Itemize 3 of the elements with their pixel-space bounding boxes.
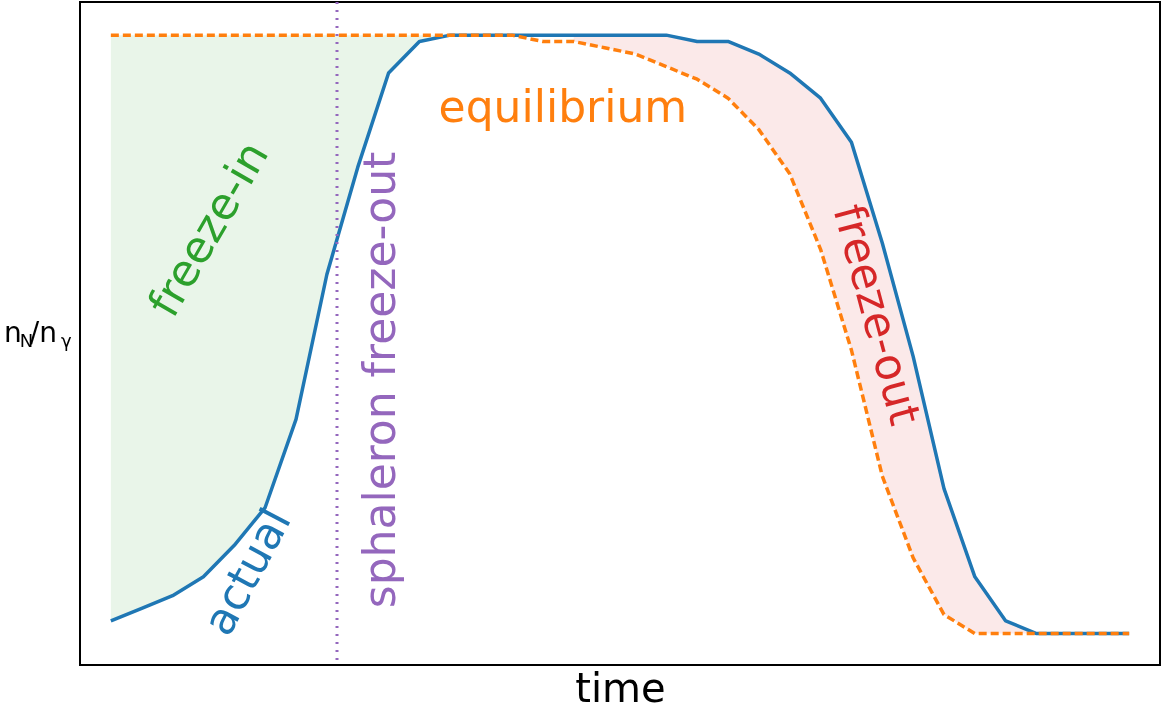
annotation: sphaleron freeze-out	[354, 151, 405, 609]
series-label: equilibrium	[438, 81, 688, 133]
x-axis-title: time	[575, 664, 666, 711]
